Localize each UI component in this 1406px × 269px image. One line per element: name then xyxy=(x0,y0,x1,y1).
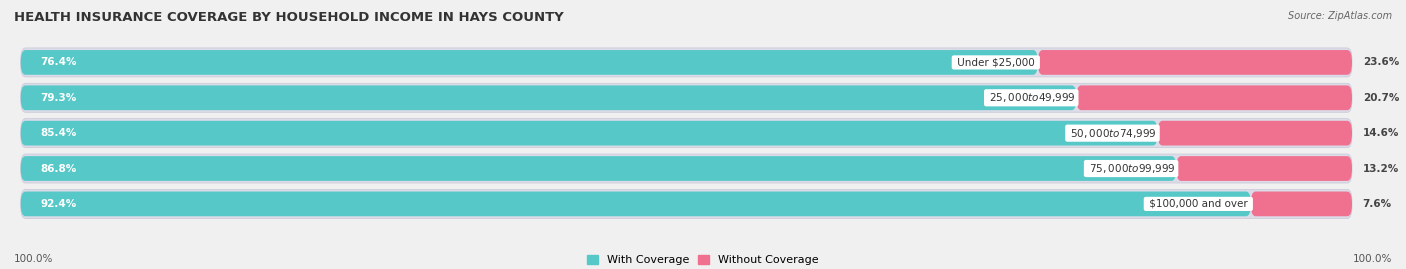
Text: Source: ZipAtlas.com: Source: ZipAtlas.com xyxy=(1288,11,1392,21)
FancyBboxPatch shape xyxy=(1077,86,1353,110)
FancyBboxPatch shape xyxy=(21,119,1353,148)
Text: $50,000 to $74,999: $50,000 to $74,999 xyxy=(1067,127,1157,140)
FancyBboxPatch shape xyxy=(1157,121,1353,146)
Text: 14.6%: 14.6% xyxy=(1362,128,1399,138)
FancyBboxPatch shape xyxy=(21,121,1157,146)
FancyBboxPatch shape xyxy=(21,48,1353,77)
Text: 76.4%: 76.4% xyxy=(41,57,77,68)
Text: 7.6%: 7.6% xyxy=(1362,199,1392,209)
Text: 79.3%: 79.3% xyxy=(41,93,77,103)
Text: 100.0%: 100.0% xyxy=(14,254,53,264)
FancyBboxPatch shape xyxy=(21,86,1077,110)
FancyBboxPatch shape xyxy=(21,50,1038,75)
FancyBboxPatch shape xyxy=(1177,156,1353,181)
Text: 13.2%: 13.2% xyxy=(1362,164,1399,174)
FancyBboxPatch shape xyxy=(21,189,1353,218)
Text: $25,000 to $49,999: $25,000 to $49,999 xyxy=(986,91,1077,104)
FancyBboxPatch shape xyxy=(1038,50,1353,75)
Text: HEALTH INSURANCE COVERAGE BY HOUSEHOLD INCOME IN HAYS COUNTY: HEALTH INSURANCE COVERAGE BY HOUSEHOLD I… xyxy=(14,11,564,24)
Text: $75,000 to $99,999: $75,000 to $99,999 xyxy=(1085,162,1177,175)
FancyBboxPatch shape xyxy=(1251,192,1353,216)
FancyBboxPatch shape xyxy=(21,154,1353,183)
Text: 92.4%: 92.4% xyxy=(41,199,77,209)
Text: 20.7%: 20.7% xyxy=(1362,93,1399,103)
FancyBboxPatch shape xyxy=(21,192,1251,216)
Text: 85.4%: 85.4% xyxy=(41,128,77,138)
Text: Under $25,000: Under $25,000 xyxy=(953,57,1038,68)
FancyBboxPatch shape xyxy=(21,156,1177,181)
Text: 23.6%: 23.6% xyxy=(1362,57,1399,68)
Text: 100.0%: 100.0% xyxy=(1353,254,1392,264)
Legend: With Coverage, Without Coverage: With Coverage, Without Coverage xyxy=(588,255,818,265)
Text: 86.8%: 86.8% xyxy=(41,164,77,174)
FancyBboxPatch shape xyxy=(21,83,1353,112)
Text: $100,000 and over: $100,000 and over xyxy=(1146,199,1251,209)
